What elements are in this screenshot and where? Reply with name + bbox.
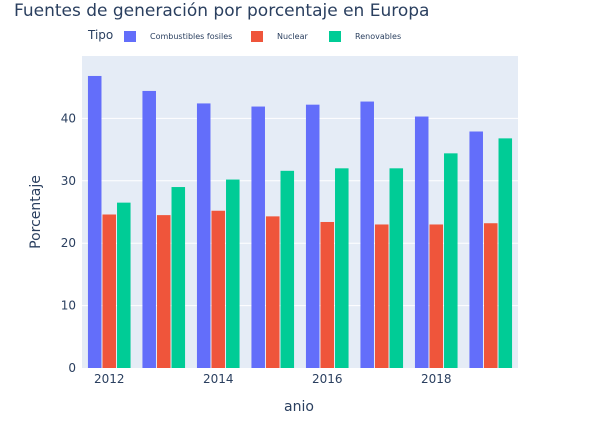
bar[interactable] (483, 223, 498, 368)
y-tick-label: 10 (61, 299, 76, 313)
x-axis-title: anio (284, 399, 314, 415)
x-tick-label: 2016 (312, 372, 343, 386)
bar[interactable] (196, 103, 211, 368)
bar[interactable] (335, 168, 349, 368)
x-tick-label: 2014 (203, 372, 234, 386)
bar[interactable] (305, 104, 320, 368)
bar[interactable] (389, 168, 404, 368)
bar[interactable] (142, 90, 156, 368)
bar[interactable] (429, 224, 444, 368)
bar[interactable] (280, 170, 295, 368)
bar[interactable] (211, 210, 226, 368)
legend-label: Nuclear (277, 32, 309, 41)
legend-swatch (251, 31, 263, 42)
y-tick-label: 40 (61, 111, 76, 125)
bar[interactable] (156, 215, 171, 368)
y-tick-label: 20 (61, 236, 76, 250)
bar[interactable] (498, 138, 513, 368)
legend-label: Renovables (355, 32, 401, 41)
y-axis-title: Porcentaje (28, 175, 44, 249)
bar[interactable] (414, 116, 429, 368)
x-tick-label: 2012 (94, 372, 125, 386)
bar[interactable] (360, 101, 374, 368)
legend-item[interactable]: Nuclear (251, 31, 309, 42)
y-tick-label: 0 (68, 361, 76, 375)
legend-item[interactable]: Renovables (329, 31, 401, 42)
bar[interactable] (117, 202, 131, 368)
bar[interactable] (171, 187, 186, 368)
bar[interactable] (251, 106, 265, 368)
bar[interactable] (320, 221, 335, 368)
y-tick-label: 30 (61, 174, 76, 188)
bar[interactable] (444, 153, 458, 368)
bar[interactable] (469, 131, 483, 368)
legend-label: Combustibles fosiles (150, 32, 232, 41)
bar[interactable] (265, 216, 280, 368)
legend-item[interactable]: Combustibles fosiles (124, 31, 232, 42)
legend-title: Tipo (87, 28, 113, 42)
bar[interactable] (226, 179, 240, 368)
bar[interactable] (374, 224, 389, 368)
legend-swatch (124, 31, 136, 42)
chart-title: Fuentes de generación por porcentaje en … (14, 1, 429, 21)
x-tick-label: 2018 (421, 372, 452, 386)
x-axis-ticks: 2012 2014 2016 2018 (94, 372, 452, 386)
legend[interactable]: Tipo Combustibles fosiles Nuclear Renovabl… (87, 28, 401, 42)
bar[interactable] (87, 75, 102, 368)
bar[interactable] (102, 214, 117, 368)
bars (87, 75, 513, 368)
legend-swatch (329, 31, 341, 42)
y-axis-ticks: 0 10 20 30 40 (61, 111, 76, 375)
